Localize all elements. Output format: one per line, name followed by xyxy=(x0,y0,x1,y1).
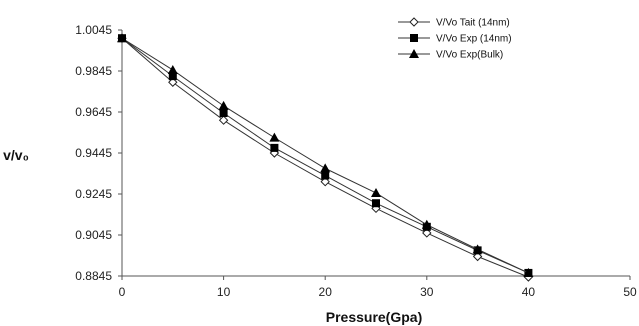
y-tick-label: 0.9245 xyxy=(75,187,112,201)
legend-item: V/Vo Tait (14nm) xyxy=(398,17,510,29)
legend-item: V/Vo Exp(Bulk) xyxy=(398,49,503,61)
data-point xyxy=(117,33,127,43)
data-point xyxy=(372,199,380,208)
y-tick-label: 0.9445 xyxy=(75,146,112,160)
data-point xyxy=(321,171,330,180)
x-ticks: 0 10 20 30 40 50 xyxy=(119,276,637,299)
data-point xyxy=(219,109,228,118)
legend-marker xyxy=(409,17,419,27)
x-tick-label: 40 xyxy=(522,285,536,299)
series-line xyxy=(121,37,529,274)
series-layer xyxy=(117,33,534,282)
legend-marker xyxy=(410,34,418,42)
data-point xyxy=(218,115,229,125)
data-point xyxy=(218,100,229,110)
data-point xyxy=(320,163,331,173)
data-point xyxy=(371,187,381,197)
x-tick-label: 30 xyxy=(420,285,434,299)
series-3 xyxy=(117,33,534,277)
data-point xyxy=(168,72,177,81)
legend-label: V/Vo Exp (14nm) xyxy=(436,34,512,45)
data-point xyxy=(168,77,178,87)
data-point xyxy=(472,251,483,262)
data-point xyxy=(523,267,534,277)
data-point xyxy=(320,176,330,187)
y-tick-label: 0.9645 xyxy=(75,105,112,119)
y-tick-label: 1.0045 xyxy=(75,23,112,37)
x-tick-label: 50 xyxy=(623,285,637,299)
x-axis-title: Pressure(Gpa) xyxy=(326,309,422,325)
data-point xyxy=(422,228,432,238)
data-point xyxy=(269,132,280,142)
y-tick-label: 0.9845 xyxy=(75,64,112,78)
legend-marker xyxy=(409,49,419,58)
y-tick-label: 0.9045 xyxy=(75,228,112,242)
y-axis-title: v/v₀ xyxy=(3,147,29,163)
legend-label: V/Vo Exp(Bulk) xyxy=(436,50,503,61)
y-tick-label: 0.8845 xyxy=(75,269,112,283)
y-ticks: 1.0045 0.9845 0.9645 0.9445 0.9245 0.9045 0.88… xyxy=(75,23,122,283)
x-tick-label: 20 xyxy=(319,285,333,299)
legend: V/Vo Tait (14nm) V/Vo Exp (14nm) V/Vo Exp(… xyxy=(398,17,512,61)
series-1 xyxy=(117,33,534,282)
x-tick-label: 0 xyxy=(119,285,126,299)
x-tick-label: 10 xyxy=(217,285,231,299)
data-point xyxy=(167,64,178,74)
series-line xyxy=(121,37,529,278)
series-2 xyxy=(118,34,533,277)
data-point xyxy=(472,244,483,254)
series-line xyxy=(121,37,529,274)
data-point xyxy=(270,143,279,152)
data-point xyxy=(421,219,432,229)
axes xyxy=(121,30,630,277)
legend-item: V/Vo Exp (14nm) xyxy=(398,34,512,45)
legend-label: V/Vo Tait (14nm) xyxy=(436,18,510,29)
